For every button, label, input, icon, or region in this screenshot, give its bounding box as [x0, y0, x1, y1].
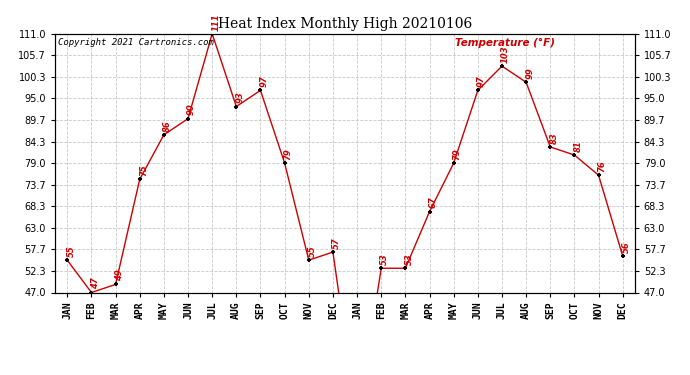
Point — [134, 176, 145, 182]
Text: 90: 90 — [187, 104, 196, 116]
Point — [86, 290, 97, 296]
Text: 99: 99 — [525, 67, 534, 79]
Point — [569, 152, 580, 158]
Text: 75: 75 — [139, 164, 148, 176]
Point — [593, 172, 604, 178]
Text: 79: 79 — [284, 148, 293, 160]
Text: 67: 67 — [428, 196, 437, 208]
Point — [207, 31, 218, 37]
Text: 56: 56 — [622, 241, 631, 253]
Text: 97: 97 — [477, 75, 486, 87]
Point — [62, 257, 73, 263]
Point — [303, 257, 314, 263]
Point — [545, 144, 556, 150]
Point — [159, 132, 170, 138]
Point — [255, 87, 266, 93]
Point — [375, 265, 386, 271]
Text: 83: 83 — [549, 132, 558, 144]
Text: 79: 79 — [453, 148, 462, 160]
Text: 55: 55 — [66, 245, 75, 257]
Point — [497, 63, 508, 69]
Point — [279, 160, 290, 166]
Text: 47: 47 — [90, 278, 99, 289]
Point — [448, 160, 460, 166]
Point — [617, 253, 628, 259]
Text: 53: 53 — [404, 253, 413, 265]
Point — [110, 281, 121, 287]
Text: 15: 15 — [0, 374, 1, 375]
Text: 103: 103 — [501, 45, 510, 63]
Text: 57: 57 — [332, 237, 341, 249]
Text: Temperature (°F): Temperature (°F) — [455, 38, 555, 48]
Text: 86: 86 — [163, 120, 172, 132]
Text: 97: 97 — [259, 75, 268, 87]
Text: 93: 93 — [235, 92, 244, 103]
Point — [520, 79, 531, 85]
Text: 76: 76 — [598, 160, 607, 172]
Point — [472, 87, 483, 93]
Text: 81: 81 — [573, 140, 582, 152]
Text: 111: 111 — [211, 13, 220, 30]
Point — [424, 209, 435, 214]
Text: 53: 53 — [380, 253, 389, 265]
Text: Copyright 2021 Cartronics.com: Copyright 2021 Cartronics.com — [58, 38, 214, 46]
Text: 49: 49 — [115, 269, 124, 281]
Point — [230, 104, 241, 110]
Title: Heat Index Monthly High 20210106: Heat Index Monthly High 20210106 — [218, 17, 472, 31]
Text: 55: 55 — [308, 245, 317, 257]
Point — [182, 116, 193, 122]
Point — [400, 265, 411, 271]
Point — [327, 249, 338, 255]
